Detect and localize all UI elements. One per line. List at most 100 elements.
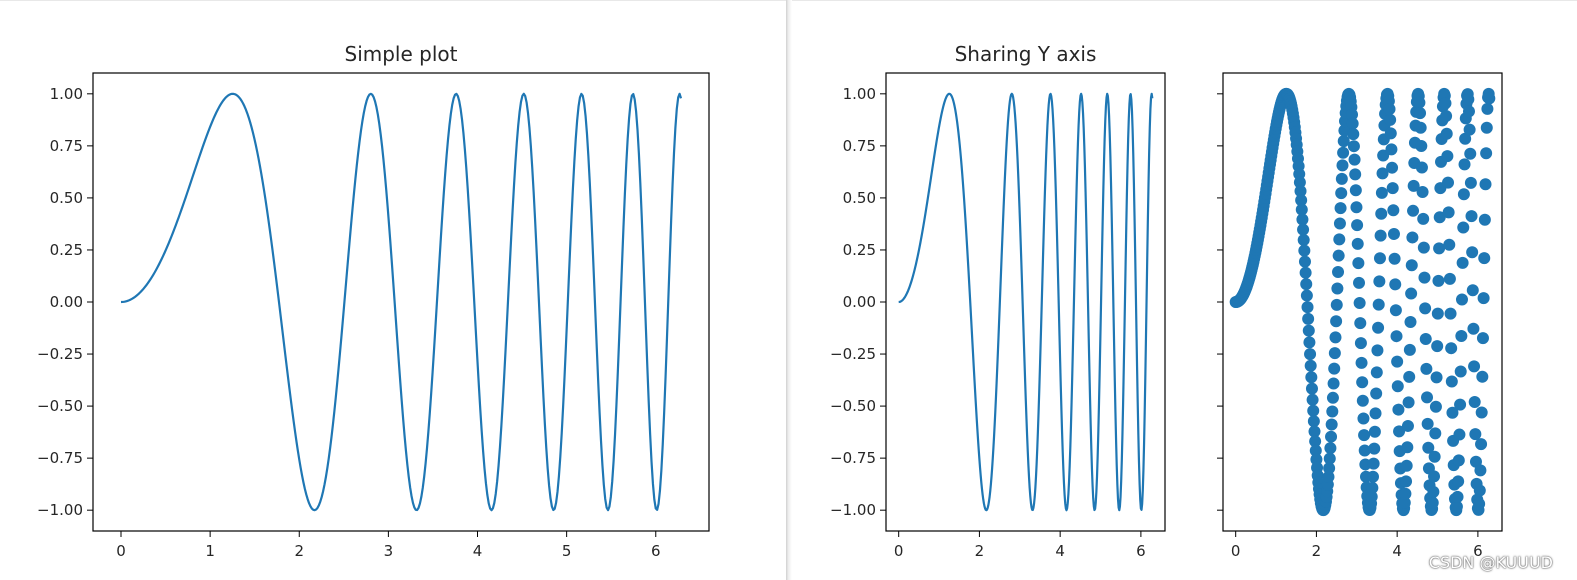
scatter-point	[1403, 343, 1416, 356]
scatter-point	[1478, 252, 1491, 265]
scatter-point	[1467, 322, 1480, 335]
watermark-text: CSDN @KUUUD	[1428, 553, 1553, 572]
scatter-point	[1309, 435, 1322, 448]
scatter-point	[1304, 359, 1317, 372]
scatter-point	[1328, 347, 1341, 360]
scatter-point	[1322, 470, 1335, 483]
right-figure-window: 1.00 0.75 0.50 0.25 0.00 −0.25 −0.50 −0.75 −1.00…	[792, 0, 1577, 580]
scatter-point	[1308, 425, 1321, 438]
y-tick-label: −0.25	[37, 345, 83, 363]
x-tick-label: 6	[1136, 542, 1146, 560]
window-top-border	[792, 0, 1577, 1]
scatter-point	[1335, 172, 1348, 185]
scatter-point	[1329, 331, 1342, 344]
y-tick-label: 1.00	[50, 85, 83, 103]
plot-area	[898, 92, 1154, 512]
scatter-point	[1404, 315, 1417, 328]
scatter-point	[1480, 147, 1493, 160]
scatter-point	[1451, 490, 1464, 503]
scatter-point	[1473, 484, 1486, 497]
y-tick-label: 0.25	[50, 241, 83, 259]
scatter-point	[1450, 500, 1463, 513]
x-tick-label: 4	[1055, 542, 1065, 560]
x-tick-label: 0	[116, 542, 126, 560]
scatter-point	[1387, 227, 1400, 240]
scatter-point	[1452, 475, 1465, 488]
scatter-point	[1481, 102, 1494, 115]
scatter-point	[1430, 371, 1443, 384]
scatter-point	[1366, 470, 1379, 483]
scatter-point	[1433, 211, 1446, 224]
y-tick-label: −0.25	[830, 345, 876, 363]
scatter-point	[1366, 481, 1379, 494]
scatter-point	[1297, 223, 1310, 236]
scatter-point	[1302, 324, 1315, 337]
scatter-point	[1428, 450, 1441, 463]
scatter-point	[1389, 278, 1402, 291]
scatter-point	[1330, 298, 1343, 311]
scatter-point	[1419, 332, 1432, 345]
scatter-point	[1369, 407, 1382, 420]
scatter-point	[1347, 140, 1360, 153]
scatter-point	[1375, 186, 1388, 199]
scatter-point	[1457, 188, 1470, 201]
scatter-point	[1326, 391, 1339, 404]
scatter-point	[1351, 237, 1364, 250]
scatter-point	[1392, 403, 1405, 416]
scatter-point	[1334, 202, 1347, 215]
scatter-point	[1440, 127, 1453, 140]
scatter-point	[1386, 161, 1399, 174]
x-tick-label: 2	[975, 542, 985, 560]
scatter-point	[1432, 274, 1445, 287]
scatter-point	[1403, 370, 1416, 383]
scatter-point	[1371, 344, 1384, 357]
scatter-point	[1390, 330, 1403, 343]
scatter-point	[1309, 444, 1322, 457]
scatter-point	[1356, 394, 1369, 407]
scatter-point	[1407, 204, 1420, 217]
scatter-point	[1296, 213, 1309, 226]
scatter-point	[1469, 428, 1482, 441]
scatter-point	[1387, 204, 1400, 217]
x-tick-label: 3	[384, 542, 394, 560]
left-figure-window: 1.00 0.75 0.50 0.25 0.00 −0.25 −0.50 −0.75 −1.00…	[0, 0, 787, 580]
scatter-point	[1354, 317, 1367, 330]
scatter-point	[1413, 96, 1426, 109]
x-tick-label: 0	[1231, 542, 1241, 560]
x-tick-label: 2	[294, 542, 304, 560]
scatter-point	[1365, 490, 1378, 503]
scatter-point	[1301, 301, 1314, 314]
scatter-point	[1297, 233, 1310, 246]
scatter-point	[1406, 231, 1419, 244]
scatter-point	[1431, 340, 1444, 353]
scatter-point	[1468, 360, 1481, 373]
scatter-point	[1346, 117, 1359, 130]
scatter-point	[1415, 139, 1428, 152]
y-tick-label: 0.25	[843, 241, 876, 259]
scatter-point	[1354, 337, 1367, 350]
scatter-point	[1464, 147, 1477, 160]
scatter-point	[1323, 452, 1336, 465]
scatter-point	[1304, 348, 1317, 361]
scatter-point	[1446, 406, 1459, 419]
scatter-point	[1407, 179, 1420, 192]
scatter-point	[1323, 462, 1336, 475]
scatter-point	[1300, 278, 1313, 291]
y-tick-label: 0.00	[843, 293, 876, 311]
scatter-point	[1480, 121, 1493, 134]
scatter-point	[1417, 212, 1430, 225]
scatter-point	[1477, 292, 1490, 305]
scatter-point	[1367, 457, 1380, 470]
scatter-point	[1400, 459, 1413, 472]
scatter-point	[1353, 276, 1366, 289]
scatter-point	[1422, 441, 1435, 454]
scatter-point	[1358, 444, 1371, 457]
scatter-point	[1293, 176, 1306, 189]
x-tick-label: 2	[1312, 542, 1322, 560]
x-tick-label: 0	[894, 542, 904, 560]
scatter-point	[1391, 355, 1404, 368]
y-tick-label: 0.75	[50, 137, 83, 155]
scatter-point	[1302, 312, 1315, 325]
scatter-point	[1373, 275, 1386, 288]
x-tick-label: 4	[1392, 542, 1402, 560]
